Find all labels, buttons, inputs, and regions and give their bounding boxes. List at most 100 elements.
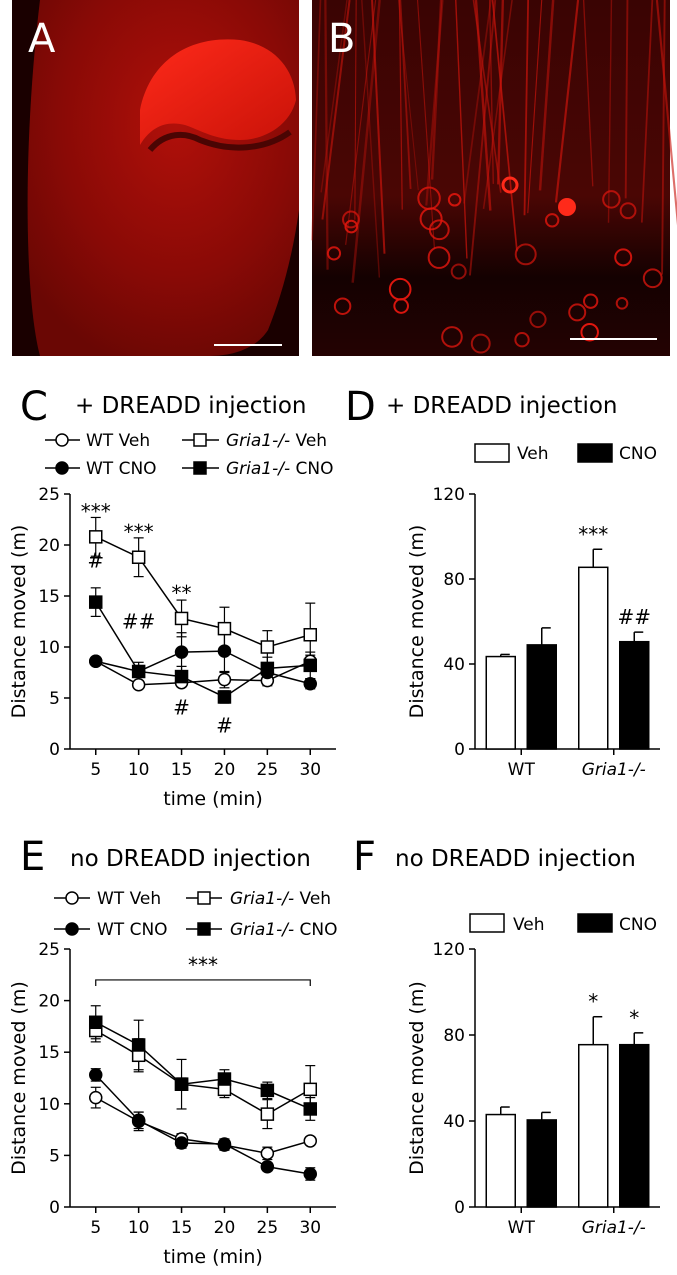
chart-e-point-wt-veh xyxy=(260,1146,275,1161)
chart-e-point-wt-veh xyxy=(88,1090,103,1105)
chart-c-line-wt-veh xyxy=(95,660,311,686)
chart-e-x-tick-label: 20 xyxy=(214,1218,236,1238)
panel-f-letter: F xyxy=(353,834,376,880)
dendrite-line xyxy=(554,0,580,203)
dendrite-line xyxy=(425,0,444,206)
legend-d-veh-swatch xyxy=(474,443,510,463)
chart-e-y-tick-label: 20 xyxy=(38,992,60,1012)
legend-c: WT Veh Gria1-/- Veh WT CNO Gria1-/- CNO xyxy=(45,431,334,479)
chart-f-y-label: Distance moved (m) xyxy=(406,981,428,1175)
chart-c-significance-label: # xyxy=(87,548,104,572)
chart-e-point-gria-cno xyxy=(260,1083,275,1098)
chart-e-point-wt-cno xyxy=(174,1136,189,1150)
neuron-soma xyxy=(580,322,599,342)
dendrite-line xyxy=(661,0,666,275)
chart-c-x-tick-label: 25 xyxy=(257,760,279,780)
chart-e-y-tick-label: 25 xyxy=(38,940,60,960)
panel-d-title: + DREADD injection xyxy=(386,393,617,419)
chart-c-point-gria-veh xyxy=(131,550,146,564)
legend-f: Veh CNO xyxy=(469,913,657,935)
dendrite-line xyxy=(361,0,381,278)
neuron-soma xyxy=(615,296,629,310)
chart-e-point-wt-cno xyxy=(260,1160,275,1174)
chart-f-x-tick-label: Gria1-/- xyxy=(582,1218,646,1238)
chart-e-point-gria-cno xyxy=(217,1072,232,1086)
legend-e-gria-cno-marker xyxy=(197,922,211,936)
chart-f-bar-veh xyxy=(578,1043,609,1208)
chart-c-y-tick-label: 5 xyxy=(49,689,60,709)
legend-e-gria-cno: Gria1-/- CNO xyxy=(230,920,338,940)
chart-c-x-tick-label: 20 xyxy=(214,760,236,780)
chart-f-significance-label: * xyxy=(588,990,598,1014)
chart-c: 0 5 10 15 20 25 Distance moved (m) 5 10 15 20 25 30 t… xyxy=(8,485,336,810)
chart-f-significance-label: * xyxy=(629,1006,639,1030)
chart-f-y-tick-label: 0 xyxy=(454,1198,465,1218)
chart-c-x-tick-label: 10 xyxy=(128,760,150,780)
neuron-soma xyxy=(450,263,467,280)
legend-c-gria-veh: Gria1-/- Veh xyxy=(226,431,327,451)
dendrite-line xyxy=(320,0,348,193)
chart-e-point-wt-cno xyxy=(217,1137,232,1151)
chart-f-y-tick-label: 40 xyxy=(443,1112,465,1132)
legend-e-wt-veh-marker xyxy=(65,891,79,905)
chart-c-point-wt-veh xyxy=(131,677,146,692)
chart-d-y-tick-label: 80 xyxy=(443,570,465,590)
chart-c-x-tick-label: 15 xyxy=(171,760,193,780)
chart-c-point-wt-cno xyxy=(88,654,103,669)
ventricle-image xyxy=(147,129,292,153)
legend-f-veh-swatch xyxy=(469,913,505,933)
chart-e-bracket xyxy=(95,979,311,986)
neuron-somata-image xyxy=(326,176,663,354)
chart-d-bar-veh xyxy=(485,655,516,750)
dendrite-line xyxy=(371,0,386,254)
neuron-soma xyxy=(470,333,491,354)
chart-e-line-gria-veh xyxy=(95,1029,311,1115)
chart-f-y-tick-label: 80 xyxy=(443,1026,465,1046)
chart-e-x-tick-label: 30 xyxy=(299,1218,321,1238)
chart-f-x-tick-label: WT xyxy=(508,1218,536,1238)
neuron-soma xyxy=(388,277,412,301)
neuron-soma xyxy=(568,303,587,322)
panel-d-letter: D xyxy=(345,384,376,430)
panel-b-letter: B xyxy=(328,16,355,62)
chart-c-significance-label: # xyxy=(173,695,190,719)
chart-f-y-tick-label: 120 xyxy=(433,940,465,960)
chart-e-y-tick-label: 5 xyxy=(49,1146,60,1166)
chart-c-significance-label: ## xyxy=(122,610,156,634)
panel-e-letter: E xyxy=(20,834,45,880)
chart-c-significance-label: # xyxy=(216,714,233,738)
dendrite-line xyxy=(397,0,419,191)
chart-e-point-wt-cno xyxy=(131,1113,146,1128)
dendrite-line xyxy=(324,0,329,270)
chart-e-x-label: time (min) xyxy=(163,1246,263,1268)
dendrite-line xyxy=(523,0,530,216)
legend-e-gria-veh-marker xyxy=(197,891,211,905)
chart-c-significance-label: ** xyxy=(172,581,192,605)
chart-c-significance-label: *** xyxy=(81,499,111,523)
neuron-soma xyxy=(427,246,451,269)
chart-c-point-gria-veh xyxy=(217,621,232,636)
legend-d-cno: CNO xyxy=(619,444,657,464)
chart-c-point-gria-cno xyxy=(131,664,146,679)
legend-d: Veh CNO xyxy=(474,443,657,464)
dendrite-line xyxy=(538,0,555,191)
chart-c-point-wt-cno xyxy=(174,645,189,659)
chart-c-point-gria-cno xyxy=(174,669,189,684)
chart-e-y-tick-label: 0 xyxy=(49,1198,60,1218)
chart-c-x-tick-label: 5 xyxy=(90,760,101,780)
dendrite-line xyxy=(582,0,594,187)
panel-b: B xyxy=(311,0,677,356)
chart-e-x-tick-label: 15 xyxy=(171,1218,193,1238)
neuron-soma xyxy=(583,293,599,309)
chart-e-point-gria-cno xyxy=(131,1038,146,1052)
chart-c-point-gria-cno xyxy=(217,690,232,704)
chart-e-point-gria-veh xyxy=(260,1107,275,1121)
legend-c-wt-veh-marker xyxy=(55,433,69,447)
chart-e-x-tick-label: 5 xyxy=(90,1218,101,1238)
neuron-soma xyxy=(447,193,462,207)
neuron-soma xyxy=(619,202,637,220)
legend-e: WT Veh Gria1-/- Veh WT CNO Gria1-/- CNO xyxy=(54,889,338,940)
dendrite-line xyxy=(455,0,468,259)
chart-c-y-tick-label: 20 xyxy=(38,536,60,556)
